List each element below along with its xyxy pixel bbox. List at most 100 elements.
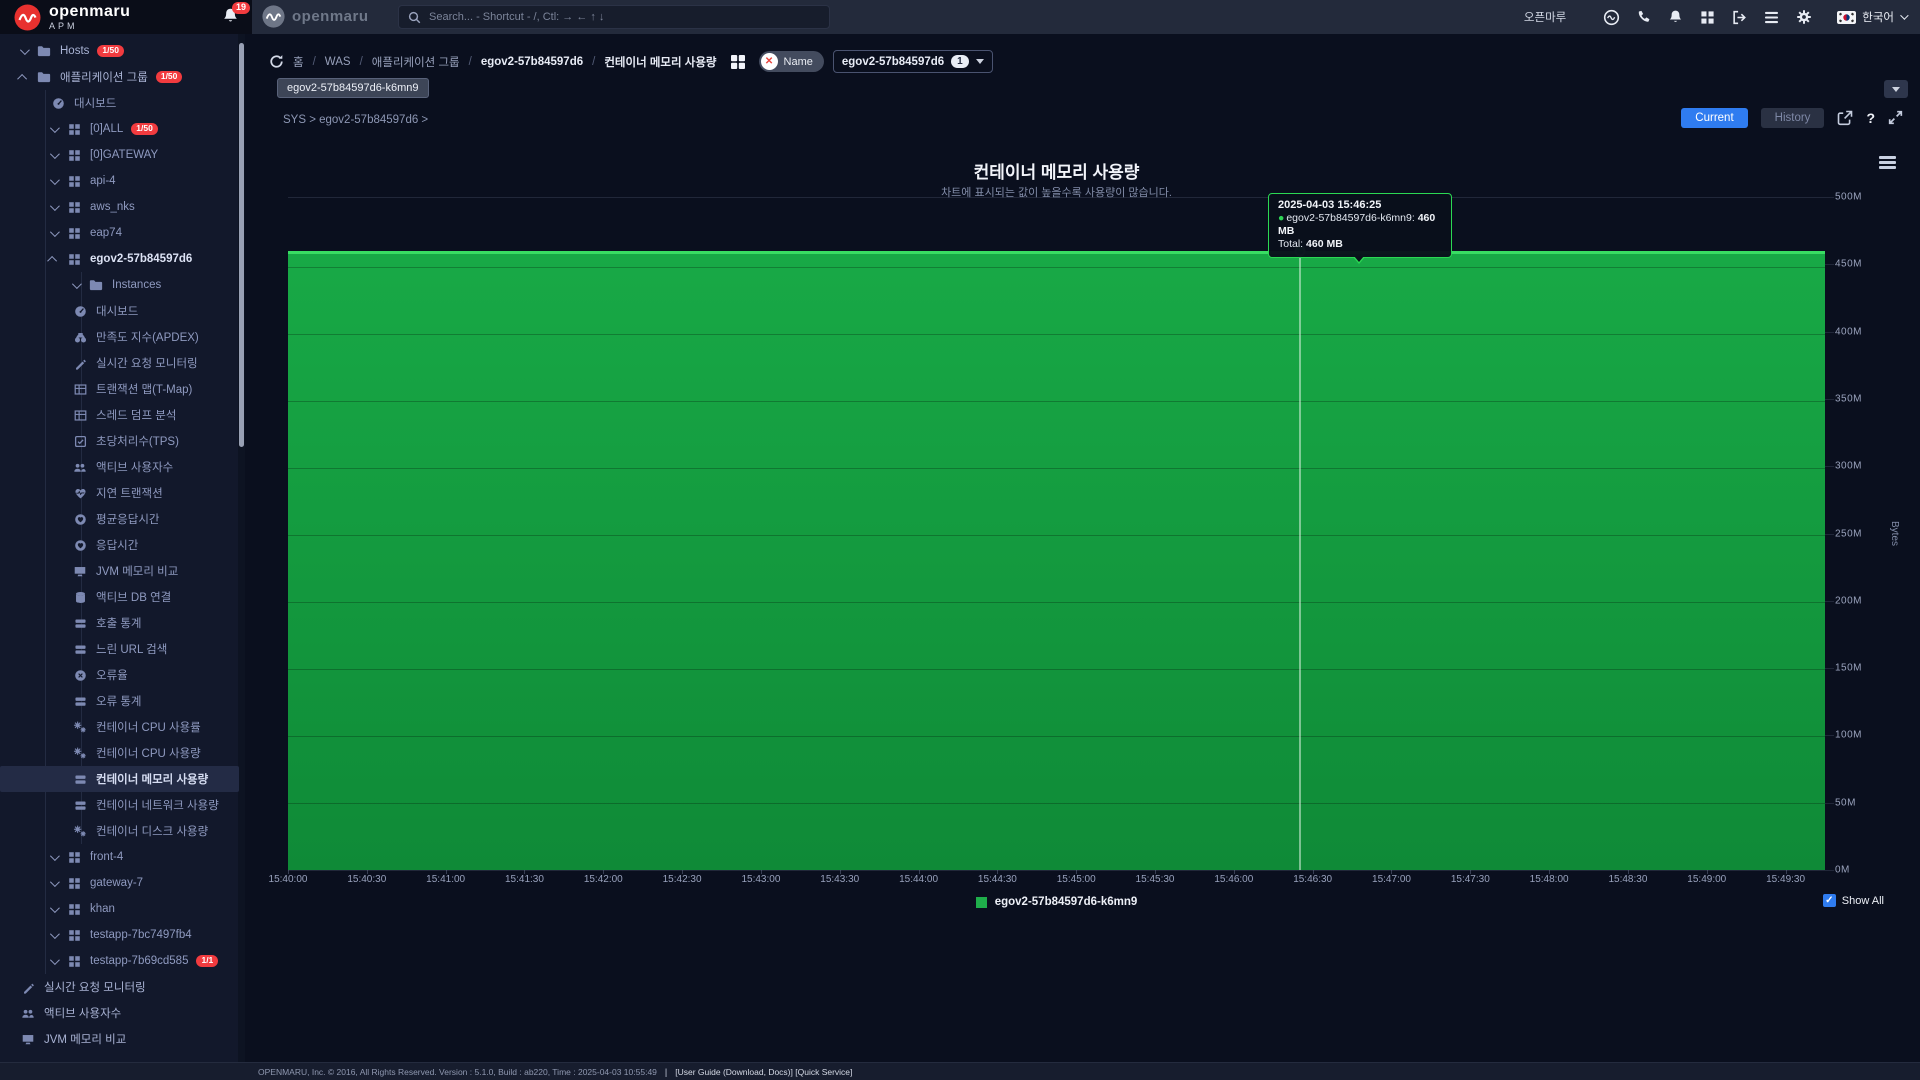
sidebar-item[interactable]: 컨테이너 CPU 사용량 [0,740,245,766]
menu-icon[interactable] [1763,9,1780,26]
screen-grid-icon[interactable] [1699,9,1716,26]
phone-icon[interactable] [1635,9,1652,26]
sidebar-item[interactable]: 오류율 [0,662,245,688]
help-button[interactable]: ? [1866,110,1875,126]
y-axis-tick-label: 350M [1835,393,1863,405]
instance-count-badge: 1 [951,55,969,68]
notification-count-badge: 19 [232,2,251,14]
show-all-toggle[interactable]: ✓ Show All [1822,894,1884,907]
chevron-down-icon[interactable] [49,122,60,133]
pulse-circle-icon[interactable] [1603,9,1620,26]
user-name[interactable]: 오픈마루 [1523,12,1567,24]
sidebar-item[interactable]: Hosts 1/50 [0,38,245,64]
chevron-down-icon[interactable] [49,876,60,887]
sidebar-item[interactable]: testapp-7bc7497fb4 [0,922,245,948]
sidebar-item[interactable]: 평균응답시간 [0,506,245,532]
sidebar-item[interactable]: 액티브 DB 연결 [0,584,245,610]
sidebar-item[interactable]: 오류 통계 [0,688,245,714]
sidebar-item[interactable]: Instances [0,272,245,298]
chevron-down-icon[interactable] [49,174,60,185]
chevron-down-icon[interactable] [49,148,60,159]
sidebar-item[interactable]: 애플리케이션 그룹 1/50 [0,64,245,90]
sidebar-item[interactable]: 대시보드 [0,90,245,116]
refresh-icon[interactable] [269,54,284,69]
chevron-down-icon[interactable] [49,928,60,939]
sidebar-item[interactable]: 호출 통계 [0,610,245,636]
fullscreen-expand-icon[interactable] [1888,110,1904,126]
sidebar-item[interactable]: 컨테이너 네트워크 사용량 [0,792,245,818]
language-selector[interactable]: 한국어 [1837,9,1909,25]
x-axis-tick-label: 15:42:00 [583,874,623,885]
sidebar-item[interactable]: aws_nks [0,194,245,220]
sidebar-item[interactable]: 실시간 요청 모니터링 [0,350,245,376]
notification-bell-button[interactable]: 19 [222,2,251,29]
panel-collapse-button[interactable] [1884,80,1908,98]
layout-grid-icon[interactable] [730,54,746,70]
breadcrumb-item[interactable]: 애플리케이션 그룹 [371,56,460,69]
settings-gear-icon[interactable] [1795,9,1812,26]
remove-filter-icon[interactable]: ✕ [760,53,778,70]
sidebar-item[interactable]: 응답시간 [0,532,245,558]
chevron-down-icon[interactable] [49,902,60,913]
show-all-checkbox[interactable]: ✓ [1822,894,1836,907]
sidebar-item[interactable]: khan [0,896,245,922]
sidebar-item[interactable]: JVM 메모리 비교 [0,1026,245,1052]
sidebar-item[interactable]: 초당처리수(TPS) [0,428,245,454]
sidebar-item[interactable]: 액티브 사용자수 [0,454,245,480]
sidebar-item[interactable]: 지연 트랜잭션 [0,480,245,506]
breadcrumb-item[interactable]: egov2-57b84597d6 [480,55,584,68]
global-search[interactable] [398,5,830,29]
footer-links[interactable]: [User Guide (Download, Docs)] [Quick Ser… [675,1066,853,1077]
sidebar-item-label: 컨테이너 메모리 사용량 [96,774,209,786]
chevron-down-icon[interactable] [49,200,60,211]
sidebar-scrollbar[interactable] [238,34,245,1062]
sidebar-item[interactable]: 스레드 덤프 분석 [0,402,245,428]
app-brand[interactable]: openmaru APM [0,0,252,34]
external-link-icon[interactable] [1837,110,1853,126]
history-button[interactable]: History [1760,108,1825,128]
chevron-down-icon[interactable] [49,226,60,237]
chevron-down-icon[interactable] [71,278,82,289]
chevron-down-icon[interactable] [19,44,30,55]
logout-icon[interactable] [1731,9,1748,26]
chevron-down-icon[interactable] [49,850,60,861]
sidebar-item[interactable]: 대시보드 [0,298,245,324]
sidebar-item[interactable]: JVM 메모리 비교 [0,558,245,584]
sidebar-item[interactable]: front-4 [0,844,245,870]
chevron-up-icon[interactable] [47,255,58,266]
sidebar-item[interactable]: 액티브 사용자수 [0,1000,245,1026]
chart-legend[interactable]: egov2-57b84597d6-k6mn9 [288,896,1825,908]
chevron-down-icon[interactable] [49,954,60,965]
search-input[interactable] [429,11,820,23]
x-axis-tick [1549,870,1551,874]
sidebar-item[interactable]: 컨테이너 CPU 사용률 [0,714,245,740]
sidebar-item[interactable]: 만족도 지수(APDEX) [0,324,245,350]
memory-usage-chart[interactable] [288,197,1834,871]
sidebar-item[interactable]: testapp-7b69cd585 1/1 [0,948,245,974]
name-filter-pill[interactable]: ✕ Name [758,51,824,72]
breadcrumb-item[interactable]: 컨테이너 메모리 사용량 [604,56,717,69]
sidebar-item[interactable]: api-4 [0,168,245,194]
chart-menu-icon[interactable] [1879,156,1896,171]
chevron-up-icon[interactable] [17,73,28,84]
sidebar-item[interactable]: 느린 URL 검색 [0,636,245,662]
sidebar-item[interactable]: eap74 [0,220,245,246]
current-button[interactable]: Current [1681,108,1748,128]
x-axis-tick-label: 15:46:30 [1293,874,1333,885]
sidebar-item[interactable]: 트랜잭션 맵(T-Map) [0,376,245,402]
instance-tag-chip[interactable]: egov2-57b84597d6-k6mn9 [277,78,429,98]
sidebar-item[interactable]: egov2-57b84597d6 [0,246,245,272]
sidebar-item-label: 컨테이너 디스크 사용량 [96,826,209,838]
instance-select-dropdown[interactable]: egov2-57b84597d6 1 [832,50,993,73]
scrollbar-thumb[interactable] [239,43,244,447]
breadcrumb-item[interactable]: WAS [324,55,351,68]
sidebar-item[interactable]: 실시간 요청 모니터링 [0,974,245,1000]
sidebar-item[interactable]: 컨테이너 디스크 사용량 [0,818,245,844]
breadcrumb-item[interactable]: 홈 [293,56,304,69]
sidebar-item[interactable]: [0]ALL 1/50 [0,116,245,142]
sidebar-item[interactable]: 컨테이너 메모리 사용량 [0,766,239,792]
sidebar-item[interactable]: gateway-7 [0,870,245,896]
sidebar-item-label: 대시보드 [96,306,139,318]
sidebar-item[interactable]: [0]GATEWAY [0,142,245,168]
bell-icon[interactable] [1667,9,1684,26]
